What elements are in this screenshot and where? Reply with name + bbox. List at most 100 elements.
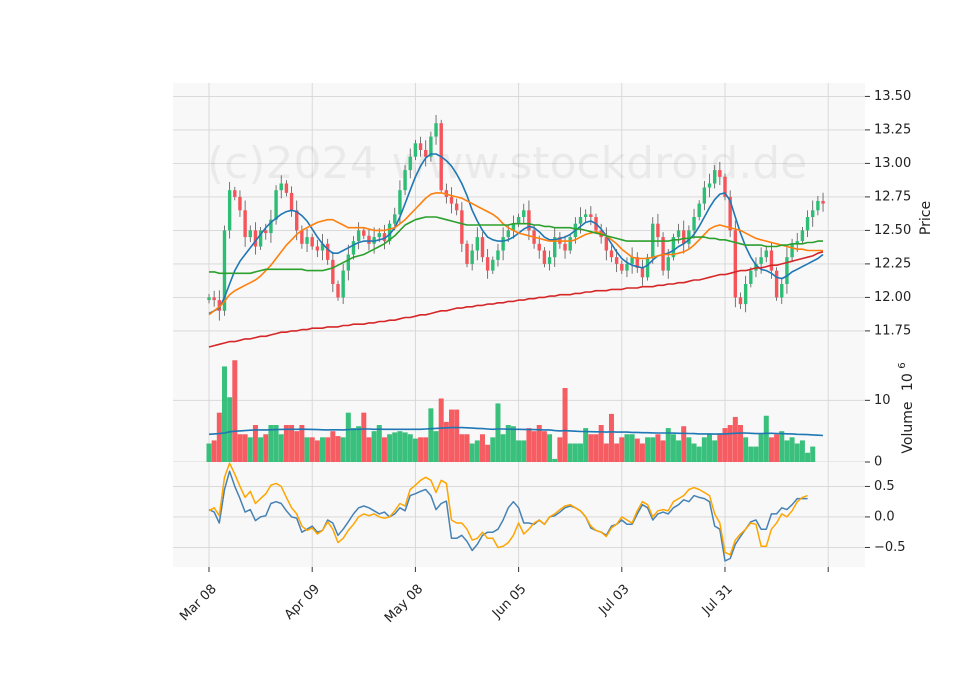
volume-bar (712, 440, 718, 462)
volume-bar (314, 440, 320, 462)
volume-bar (650, 437, 656, 462)
candle-up (475, 237, 480, 251)
candle-down (542, 250, 547, 264)
volume-bar (325, 437, 331, 462)
candle-up (470, 250, 474, 264)
volume-bar (304, 437, 310, 462)
volume-bar (500, 434, 506, 462)
candle-down (682, 230, 686, 244)
volume-bar (701, 437, 707, 462)
candle-down (367, 235, 371, 244)
candle-up (578, 217, 583, 224)
candle-up (496, 250, 500, 260)
y-tick-label: 12.50 (874, 223, 911, 238)
candle-up (403, 170, 407, 191)
series-line (209, 216, 823, 275)
candle-down (485, 257, 490, 271)
volume-y-ticks: 0 10 (865, 393, 891, 470)
volume-bar (526, 428, 532, 462)
candle-up (506, 230, 510, 238)
volume-bar (593, 434, 599, 462)
candle-up (800, 230, 805, 242)
candle-down (614, 257, 619, 264)
y-tick-label: 13.50 (874, 89, 911, 104)
candle-up (805, 217, 810, 231)
volume-bar (387, 434, 393, 462)
volume-bar (722, 428, 728, 462)
candle-down (718, 170, 722, 177)
candle-up (666, 257, 670, 271)
volume-bar (418, 437, 424, 462)
y-tick-label: 12.00 (874, 290, 911, 305)
candle-up (759, 257, 763, 264)
volume-bar (810, 446, 816, 462)
volume-bar (505, 425, 511, 462)
candle-up (429, 136, 433, 157)
candle-up (553, 237, 557, 258)
candle-down (418, 143, 423, 150)
candle-up (780, 284, 784, 298)
volume-bar (727, 425, 733, 462)
volume-bar (278, 434, 284, 462)
candle-up (522, 210, 526, 217)
y-tick-label: 11.75 (874, 323, 911, 338)
volume-bar (645, 437, 651, 462)
y-tick-label: 0.0 (874, 509, 895, 524)
candle-down (243, 210, 247, 238)
candle-down (362, 230, 366, 236)
volume-bar (350, 428, 356, 462)
oscillator-line (208, 462, 808, 556)
volume-bar (345, 412, 351, 462)
volume-bar (676, 440, 682, 462)
candle-down (609, 250, 614, 258)
volume-bar (696, 446, 702, 462)
candle-down (563, 243, 567, 251)
volume-bar (407, 434, 413, 462)
candle-up (712, 170, 717, 184)
volume-bar (495, 403, 501, 462)
candle-up (625, 263, 629, 271)
oscillator-lines (208, 462, 808, 562)
candle-up (811, 210, 815, 217)
candle-up (269, 219, 273, 234)
volume-bar (464, 434, 470, 462)
volume-bar (578, 443, 584, 462)
volume-bar (614, 443, 620, 462)
candle-down (460, 210, 464, 244)
series-line (208, 153, 824, 315)
candle-up (491, 259, 495, 271)
series-line (208, 251, 824, 348)
volume-bar (273, 425, 279, 462)
volume-bar (263, 434, 269, 462)
volume-bar (211, 440, 217, 462)
volume-bar (485, 444, 491, 462)
volume-bar (397, 431, 403, 462)
y-tick-label: 10 (874, 393, 891, 408)
volume-bar (366, 437, 372, 462)
candle-down (723, 176, 727, 197)
volume-bar (309, 437, 315, 462)
volume-bar (454, 409, 460, 462)
volume-bar (356, 426, 362, 462)
volume-bar (449, 409, 455, 462)
candle-up (707, 183, 712, 188)
volume-bar (361, 412, 367, 462)
volume-bar (603, 443, 609, 462)
candle-up (346, 254, 351, 271)
volume-bar (660, 440, 666, 462)
x-tick-label: Jul 31 (699, 582, 736, 619)
volume-bar (743, 437, 749, 462)
volume-average (208, 426, 824, 437)
volume-bar (799, 440, 805, 462)
candle-down (480, 237, 485, 258)
volume-bar (371, 431, 377, 462)
volume-bar (536, 425, 542, 462)
candle-down (635, 257, 639, 268)
candle-down (604, 237, 609, 251)
candle-down (253, 230, 258, 247)
candle-up (630, 257, 634, 264)
candle-down (284, 183, 289, 193)
volume-bar (340, 437, 346, 462)
candle-up (697, 203, 701, 217)
